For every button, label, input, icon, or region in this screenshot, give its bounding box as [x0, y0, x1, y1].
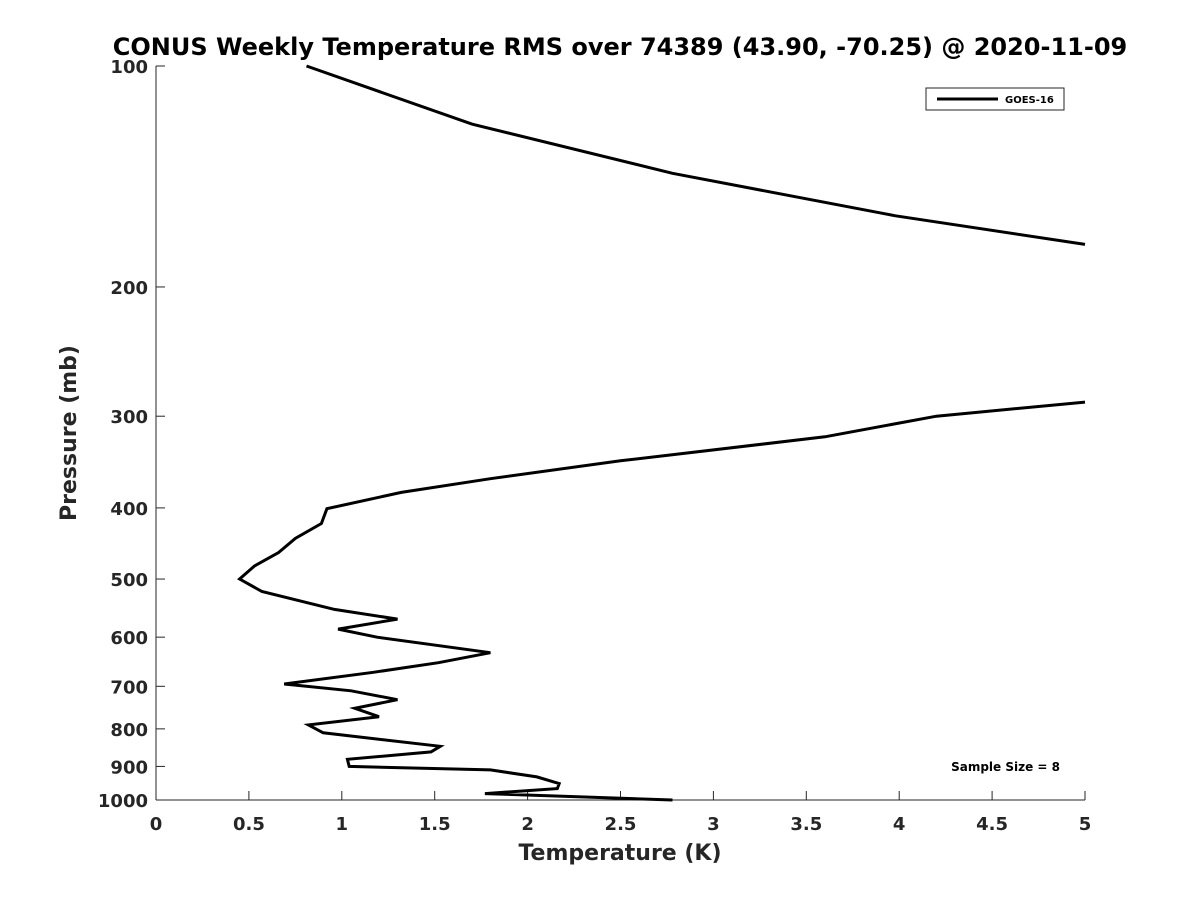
legend: GOES-16	[925, 87, 1065, 111]
x-tick-label: 2.5	[605, 814, 637, 835]
y-tick-label: 500	[110, 570, 148, 591]
y-tick-label: 1000	[98, 791, 148, 812]
y-tick-label: 700	[110, 677, 148, 698]
chart-title: CONUS Weekly Temperature RMS over 74389 …	[113, 33, 1127, 61]
x-tick-label: 0	[150, 814, 163, 835]
x-tick-label: 3.5	[790, 814, 822, 835]
x-tick-label: 4.5	[976, 814, 1008, 835]
sample-size-annotation: Sample Size = 8	[951, 760, 1060, 774]
x-ticks: 0 0.5 1 1.5 2 2.5 3 3.5 4 4.5 5	[150, 791, 1092, 835]
y-tick-label: 200	[110, 278, 148, 299]
x-tick-label: 3	[707, 814, 720, 835]
x-tick-label: 5	[1079, 814, 1092, 835]
y-tick-label: 800	[110, 720, 148, 741]
y-tick-label: 600	[110, 628, 148, 649]
y-tick-label: 300	[110, 407, 148, 428]
plot-area	[155, 66, 1085, 801]
series-line-goes-16	[237, 64, 1086, 802]
y-tick-label: 400	[110, 499, 148, 520]
y-tick-label: 100	[110, 57, 148, 78]
legend-label-goes-16: GOES-16	[1005, 95, 1054, 106]
y-tick-label: 900	[110, 757, 148, 778]
x-tick-label: 0.5	[233, 814, 265, 835]
x-tick-label: 1	[336, 814, 349, 835]
x-axis-label: Temperature (K)	[518, 841, 721, 866]
x-tick-label: 2	[521, 814, 534, 835]
x-tick-label: 1.5	[419, 814, 451, 835]
y-ticks: 100 200 300 400 500 600 700 800 900 1000	[98, 57, 165, 812]
series-layer	[237, 64, 1086, 802]
y-axis-label: Pressure (mb)	[57, 345, 82, 521]
x-tick-label: 4	[893, 814, 906, 835]
